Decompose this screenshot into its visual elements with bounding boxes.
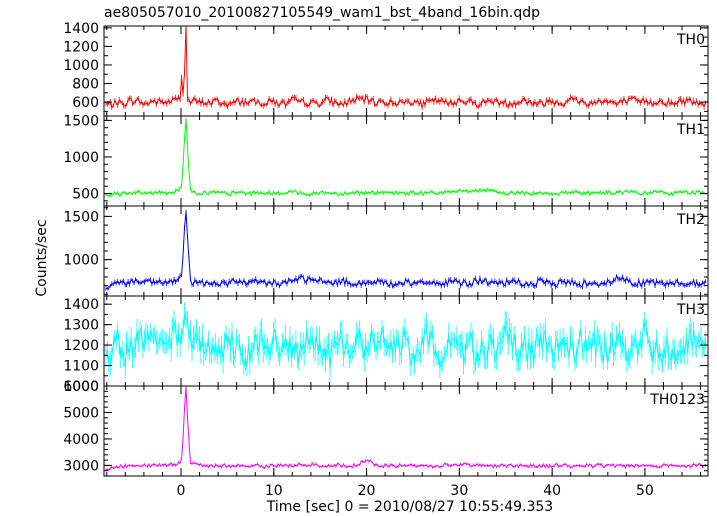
- y-tick-label: 500: [72, 187, 99, 203]
- y-tick-label: 1200: [63, 338, 99, 354]
- panel-label: TH1: [676, 122, 705, 138]
- error-bars: [105, 117, 706, 198]
- series-line: [105, 211, 707, 290]
- y-tick-label: 3000: [63, 458, 99, 474]
- series-th1: [105, 117, 706, 198]
- x-tick-label: 0: [177, 483, 186, 499]
- panel-th0123: 3000 4000 5000 6000 TH0123: [63, 379, 709, 477]
- chart-title: ae805057010_20100827105549_wam1_bst_4ban…: [104, 5, 540, 21]
- series-th3: [105, 302, 707, 382]
- panels-group: 600800100012001400TH050010001500TH110001…: [63, 21, 709, 499]
- error-bars: [105, 386, 706, 472]
- series-line: [105, 387, 706, 472]
- y-tick-label: 1000: [63, 379, 99, 395]
- y-tick-label: 600: [72, 95, 99, 111]
- panel-th1: 500 1000 1500 TH1: [63, 113, 709, 207]
- y-tick-label: 1100: [63, 359, 99, 375]
- series-th0: [105, 26, 707, 111]
- y-tick-label: 1000: [63, 253, 99, 269]
- panel-label: TH3: [676, 302, 705, 318]
- panel-th2: 1000 1500 TH2: [63, 205, 709, 297]
- series-line: [105, 118, 706, 197]
- y-tick-label: 6000: [63, 379, 99, 395]
- y-tick-label: 1400: [63, 21, 99, 37]
- series-line: [105, 314, 707, 370]
- panel-th3: 1000 1100 1200 1300 1400 TH3: [63, 295, 709, 395]
- y-tick-label: 1000: [63, 58, 99, 74]
- panel-frame: [103, 385, 709, 477]
- y-tick-label: 1200: [63, 39, 99, 55]
- x-tick-label: 50: [636, 483, 654, 499]
- y-tick-label: 1500: [63, 113, 99, 129]
- y-tick-label: 4000: [63, 432, 99, 448]
- y-tick-label: 1400: [63, 297, 99, 313]
- y-axis-title: Counts/sec: [34, 219, 50, 296]
- panel-label: TH2: [676, 212, 705, 228]
- panel-frame: [103, 25, 709, 117]
- x-axis-title: Time [sec] 0 = 2010/08/27 10:55:49.353: [266, 499, 553, 515]
- panel-label: TH0123: [649, 392, 705, 408]
- x-tick-label: 40: [543, 483, 561, 499]
- series-line: [105, 26, 707, 109]
- y-tick-label: 1500: [63, 209, 99, 225]
- y-tick-label: 1300: [63, 318, 99, 334]
- series-th2: [105, 209, 707, 291]
- x-tick-label: 30: [450, 483, 468, 499]
- y-tick-label: 5000: [63, 405, 99, 421]
- x-tick-label: 10: [265, 483, 283, 499]
- panel-label: TH0: [676, 32, 705, 48]
- error-bars: [105, 26, 706, 111]
- y-tick-label: 800: [72, 77, 99, 93]
- series-th0123: [105, 386, 706, 472]
- x-tick-label: 20: [358, 483, 376, 499]
- y-tick-label: 1000: [63, 150, 99, 166]
- panel-th0: 600 800 1000 1200 1400 TH0: [63, 21, 709, 117]
